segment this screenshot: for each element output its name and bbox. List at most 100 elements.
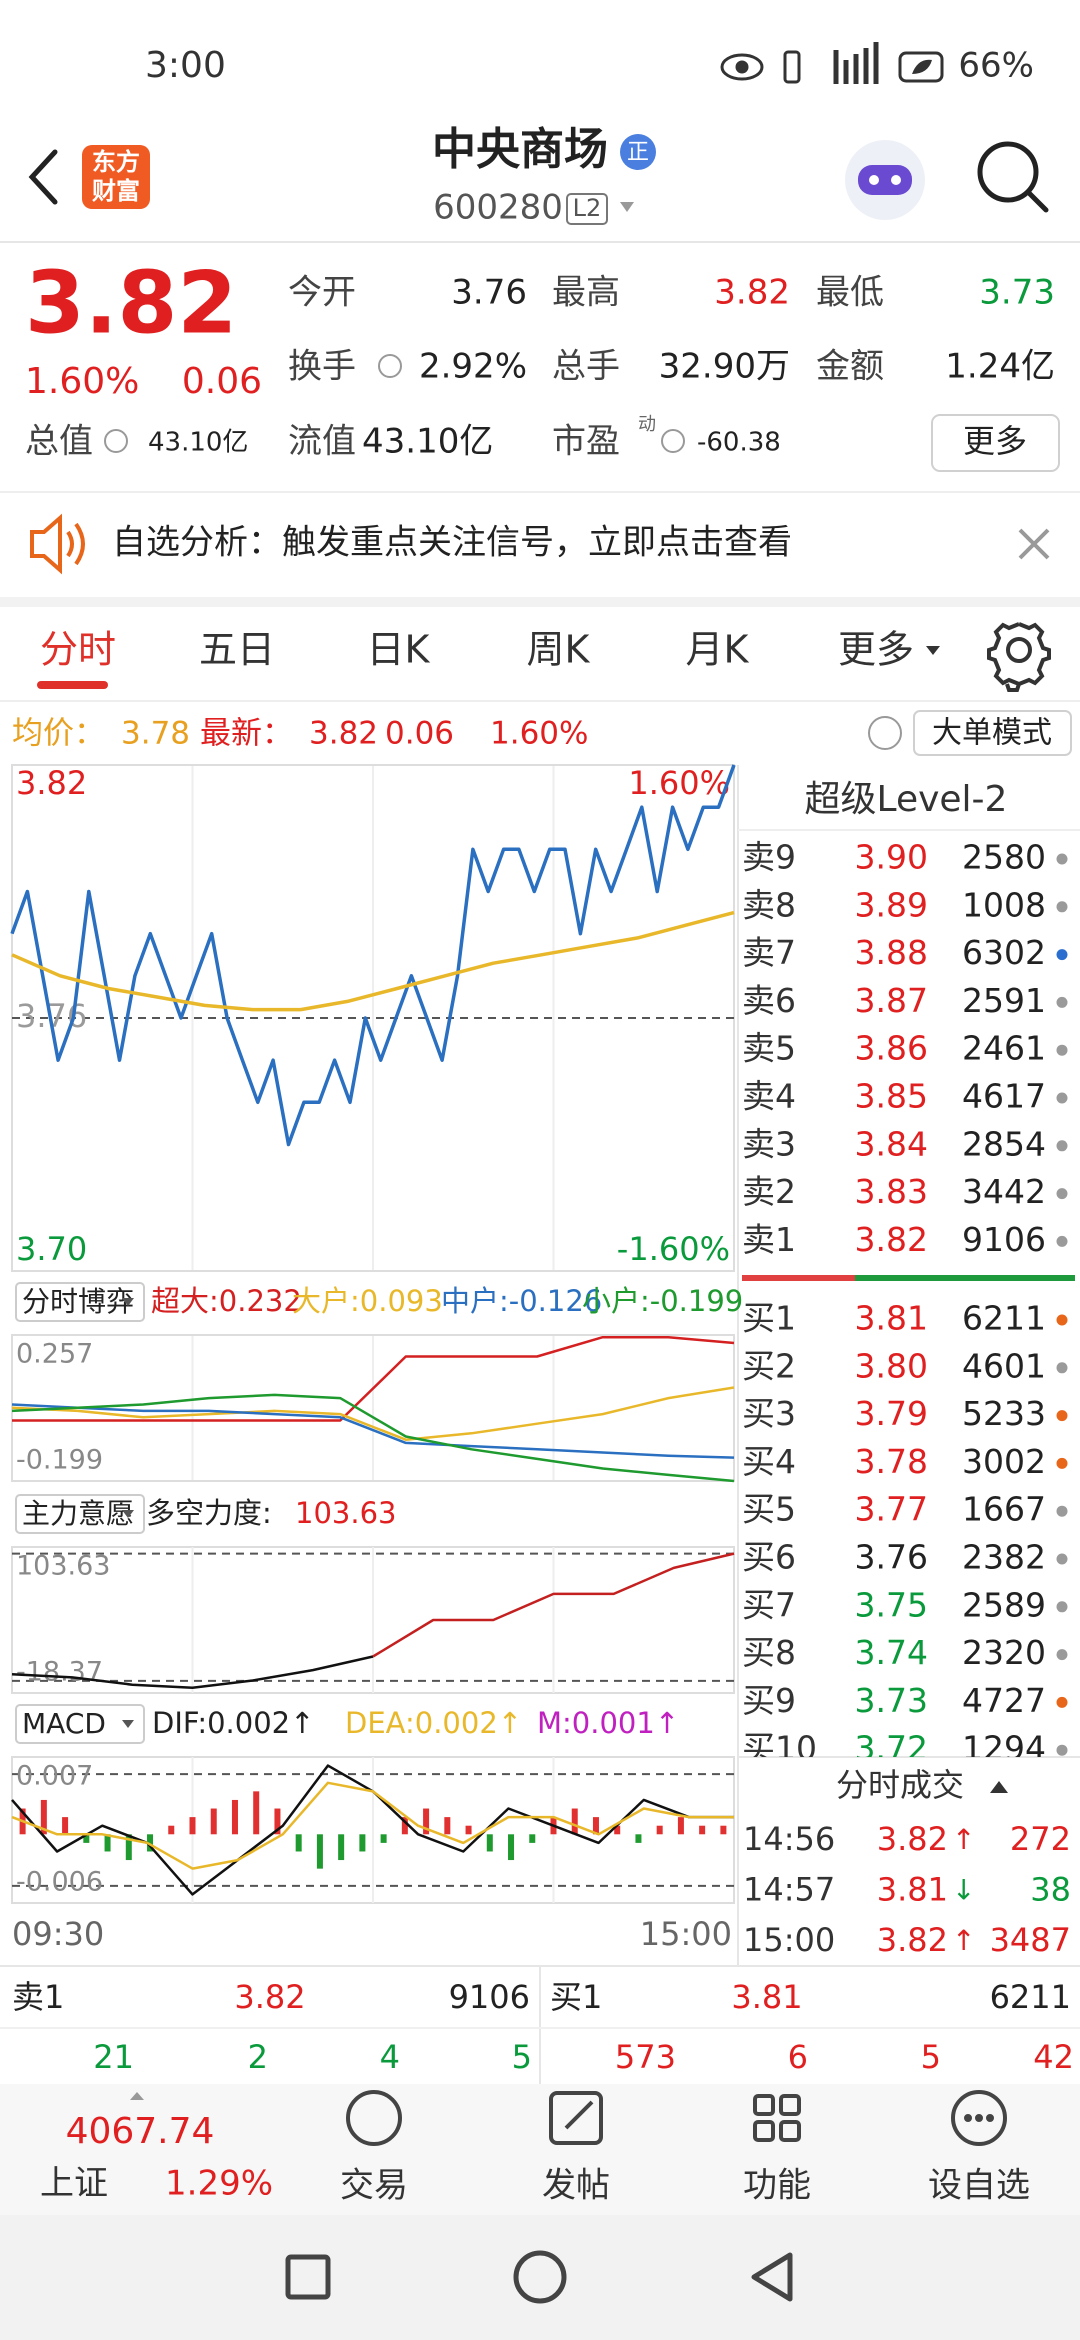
- macd-bar: [40, 1799, 47, 1835]
- order-volume: 5233: [962, 1394, 1046, 1433]
- macd-bar: [423, 1808, 430, 1835]
- indicator-name[interactable]: 分时博弈: [22, 1285, 134, 1318]
- legend-item: 中户:-0.126: [441, 1284, 602, 1318]
- trade-price: 3.82: [877, 1921, 948, 1959]
- order-label: 买2: [742, 1346, 796, 1385]
- trade-price: 3.81: [877, 1871, 948, 1909]
- level2-title: 超级Level-2: [805, 779, 1008, 820]
- system-buttons[interactable]: [285, 2250, 793, 2304]
- search-button[interactable]: [977, 141, 1049, 213]
- macd-bar: [168, 1825, 175, 1835]
- dropdown-arrow: [122, 1720, 134, 1728]
- nav-item[interactable]: 功能: [743, 2166, 811, 2206]
- order-label: 买9: [742, 1681, 796, 1720]
- order-dot: [1056, 1649, 1068, 1661]
- series-line: [11, 1655, 374, 1690]
- nav-icons: [346, 2090, 1007, 2146]
- close-button[interactable]: [1018, 528, 1050, 560]
- order-label: 卖4: [742, 1077, 796, 1116]
- legend-item: 多空力度:: [146, 1496, 272, 1530]
- trades-title[interactable]: 分时成交: [836, 1766, 964, 1804]
- order-volume: 2382: [962, 1538, 1046, 1577]
- pe-tag: 动: [638, 414, 656, 435]
- latest-label: 最新：: [200, 716, 293, 752]
- indicator-selector[interactable]: [15, 1494, 145, 1534]
- mode-button-label[interactable]: 大单模式: [932, 716, 1052, 751]
- index-value[interactable]: 4067.74: [66, 2111, 215, 2152]
- legend-item: 小户:-0.199: [582, 1284, 743, 1318]
- order-price: 3.86: [855, 1029, 928, 1068]
- help-icon[interactable]: [868, 716, 902, 750]
- order-volume: 1667: [962, 1490, 1046, 1529]
- index-change[interactable]: 1.29%: [165, 2164, 273, 2204]
- macd-bar: [274, 1808, 281, 1835]
- avg-label: 均价：: [12, 716, 105, 752]
- more-button[interactable]: [931, 414, 1060, 472]
- tab[interactable]: 更多: [838, 628, 914, 672]
- trade-time: 15:00: [743, 1921, 835, 1959]
- notice-text[interactable]: 自选分析：触发重点关注信号，立即点击查看: [112, 523, 792, 563]
- stock-name: 中央商场: [432, 124, 608, 175]
- macd-bar: [380, 1834, 387, 1843]
- info-icon: [661, 429, 685, 453]
- axis-label: 3.70: [16, 1230, 87, 1268]
- trade-price: 3.82: [877, 1820, 948, 1858]
- tab[interactable]: 五日: [199, 628, 275, 672]
- field-value: 3.82: [714, 273, 790, 313]
- order-price: 3.88: [855, 933, 928, 972]
- indicator-name[interactable]: MACD: [22, 1707, 106, 1740]
- macd-bar: [231, 1799, 238, 1835]
- macd-bar: [295, 1834, 302, 1852]
- tab[interactable]: 日K: [367, 628, 431, 672]
- indicator-selector[interactable]: [15, 1282, 145, 1322]
- order-volume: 6302: [962, 933, 1046, 972]
- latest-price: 3.82: [309, 716, 378, 752]
- tab[interactable]: 月K: [686, 628, 750, 672]
- more-button-label[interactable]: 更多: [963, 422, 1027, 460]
- macd-bar: [189, 1817, 196, 1835]
- indicator-name[interactable]: 主力意愿: [22, 1497, 134, 1530]
- order-label: 卖9: [742, 838, 796, 877]
- macd-bar: [465, 1825, 472, 1835]
- order-dot: [1056, 1314, 1068, 1326]
- order-volume: 2591: [962, 981, 1046, 1020]
- order-label: 卖6: [742, 981, 796, 1020]
- field-label: 最高: [552, 273, 620, 313]
- battery-level: 66%: [958, 46, 1034, 86]
- field-label: 总手: [552, 347, 620, 387]
- field-value: 2.92%: [419, 347, 527, 387]
- mode-button[interactable]: [913, 710, 1072, 756]
- series-line: [12, 1335, 735, 1422]
- order-price: 3.77: [855, 1490, 928, 1529]
- nav-item[interactable]: 发帖: [542, 2166, 610, 2206]
- order-dot: [1056, 1505, 1068, 1517]
- index-name[interactable]: 上证: [40, 2164, 108, 2204]
- field-label: 总值: [25, 422, 93, 462]
- order-volume: 4601: [962, 1346, 1046, 1385]
- info-icon: [378, 354, 402, 378]
- order-price: 3.81: [855, 1299, 928, 1338]
- back-button[interactable]: [28, 149, 58, 205]
- order-volume: 1294: [962, 1729, 1046, 1768]
- order-price: 3.76: [855, 1538, 928, 1577]
- series-line: [372, 1552, 735, 1658]
- bottom-nav: [0, 2084, 1080, 2215]
- macd-bar: [635, 1834, 642, 1843]
- order-dot: [1056, 1044, 1068, 1056]
- macd-bar: [62, 1817, 69, 1835]
- nav-item[interactable]: 设自选: [928, 2166, 1030, 2206]
- macd-bar: [125, 1834, 132, 1861]
- field-value: -60.38: [697, 428, 781, 458]
- avatar[interactable]: [845, 140, 925, 220]
- tab[interactable]: 周K: [527, 628, 591, 672]
- indicator-selector[interactable]: [15, 1704, 145, 1744]
- settings-button[interactable]: [987, 622, 1051, 692]
- tab[interactable]: 分时: [40, 628, 116, 672]
- badge-text: 正: [627, 140, 649, 165]
- series-line: [10, 764, 736, 1147]
- buy-label: 买1: [550, 1978, 602, 2016]
- nav-item[interactable]: 交易: [340, 2166, 408, 2206]
- dropdown-arrow: [926, 646, 940, 655]
